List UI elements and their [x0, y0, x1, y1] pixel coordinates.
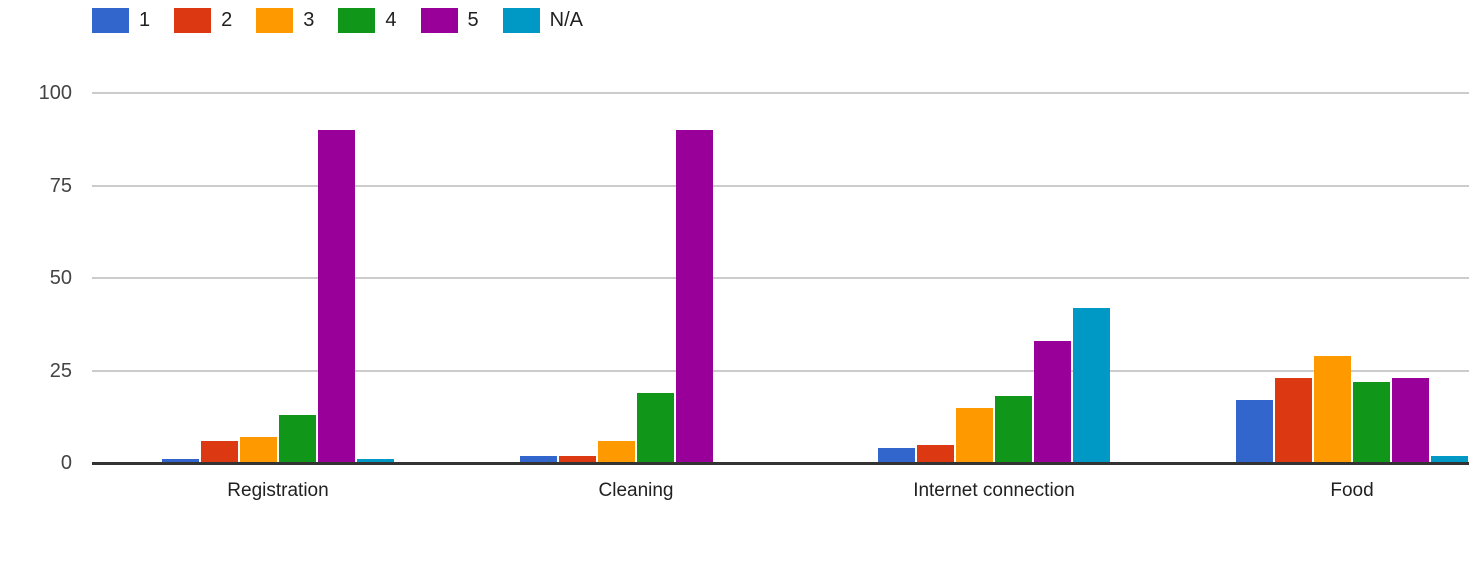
gridline — [92, 277, 1469, 279]
bar-internet-connection-5[interactable] — [1034, 340, 1071, 463]
y-axis-tick-label: 25 — [49, 359, 72, 382]
x-axis-label-registration: Registration — [227, 480, 329, 501]
y-axis-tick-label: 50 — [49, 267, 72, 289]
legend-label: 5 — [467, 9, 479, 31]
bar-registration-3[interactable] — [240, 437, 277, 463]
bar-food-2[interactable] — [1275, 377, 1312, 463]
bar-registration-n-a[interactable] — [357, 459, 394, 463]
bar-internet-connection-n-a[interactable] — [1073, 307, 1110, 463]
bar-registration-1[interactable] — [162, 459, 199, 463]
bar-food-1[interactable] — [1236, 400, 1273, 463]
bar-cleaning-4[interactable] — [637, 392, 674, 463]
x-axis-label-cleaning: Cleaning — [598, 480, 674, 501]
bar-registration-2[interactable] — [201, 440, 238, 463]
bar-food-3[interactable] — [1314, 355, 1351, 463]
bar-registration-4[interactable] — [279, 414, 316, 463]
bar-group-registration — [99, 93, 457, 463]
y-axis-tick-label: 75 — [49, 174, 72, 197]
bar-cleaning-1[interactable] — [520, 455, 557, 463]
bar-food-4[interactable] — [1353, 381, 1390, 463]
legend-swatch-icon — [420, 8, 458, 33]
bar-internet-connection-1[interactable] — [878, 448, 915, 463]
bar-internet-connection-3[interactable] — [956, 407, 993, 463]
chart-legend: 1 2 3 4 5 N/A — [92, 8, 583, 33]
bar-cleaning-2[interactable] — [559, 455, 596, 463]
legend-label: 4 — [385, 9, 397, 31]
x-axis-baseline — [92, 461, 1469, 465]
legend-label: 1 — [139, 9, 151, 31]
legend-swatch-icon — [92, 8, 129, 33]
bar-group-food — [1173, 93, 1469, 463]
legend-label: N/A — [549, 9, 583, 31]
bar-group-internet-connection — [815, 93, 1173, 463]
legend-item-2: 2 — [174, 8, 232, 33]
bar-internet-connection-2[interactable] — [917, 444, 954, 463]
y-axis-tick-label: 0 — [60, 452, 72, 474]
legend-label: 2 — [221, 9, 233, 31]
legend-swatch-icon — [338, 8, 376, 33]
bar-cleaning-3[interactable] — [598, 440, 635, 463]
legend-swatch-icon — [174, 8, 212, 33]
legend-item-5: 5 — [420, 8, 479, 33]
y-axis-tick-label: 100 — [38, 82, 72, 104]
plot-area — [99, 93, 1469, 463]
legend-swatch-icon — [502, 8, 540, 33]
bar-registration-5[interactable] — [318, 130, 355, 463]
gridline — [92, 92, 1469, 94]
legend-label: 3 — [303, 9, 315, 31]
bar-food-5[interactable] — [1392, 377, 1429, 463]
bar-cleaning-5[interactable] — [676, 130, 713, 463]
bar-internet-connection-4[interactable] — [995, 396, 1032, 463]
gridline — [92, 184, 1469, 187]
x-axis-label-internet-connection: Internet connection — [913, 480, 1075, 501]
legend-item-n-a: N/A — [502, 8, 583, 33]
x-axis: Registration Cleaning Internet connection F… — [99, 478, 1469, 504]
bar-food-n-a[interactable] — [1431, 455, 1468, 463]
gridline — [92, 369, 1469, 372]
legend-item-3: 3 — [256, 8, 314, 33]
bar-group-cleaning — [457, 93, 815, 463]
legend-swatch-icon — [256, 8, 294, 33]
legend-item-1: 1 — [92, 8, 150, 33]
x-axis-label-food: Food — [1330, 480, 1374, 501]
legend-item-4: 4 — [338, 8, 397, 33]
